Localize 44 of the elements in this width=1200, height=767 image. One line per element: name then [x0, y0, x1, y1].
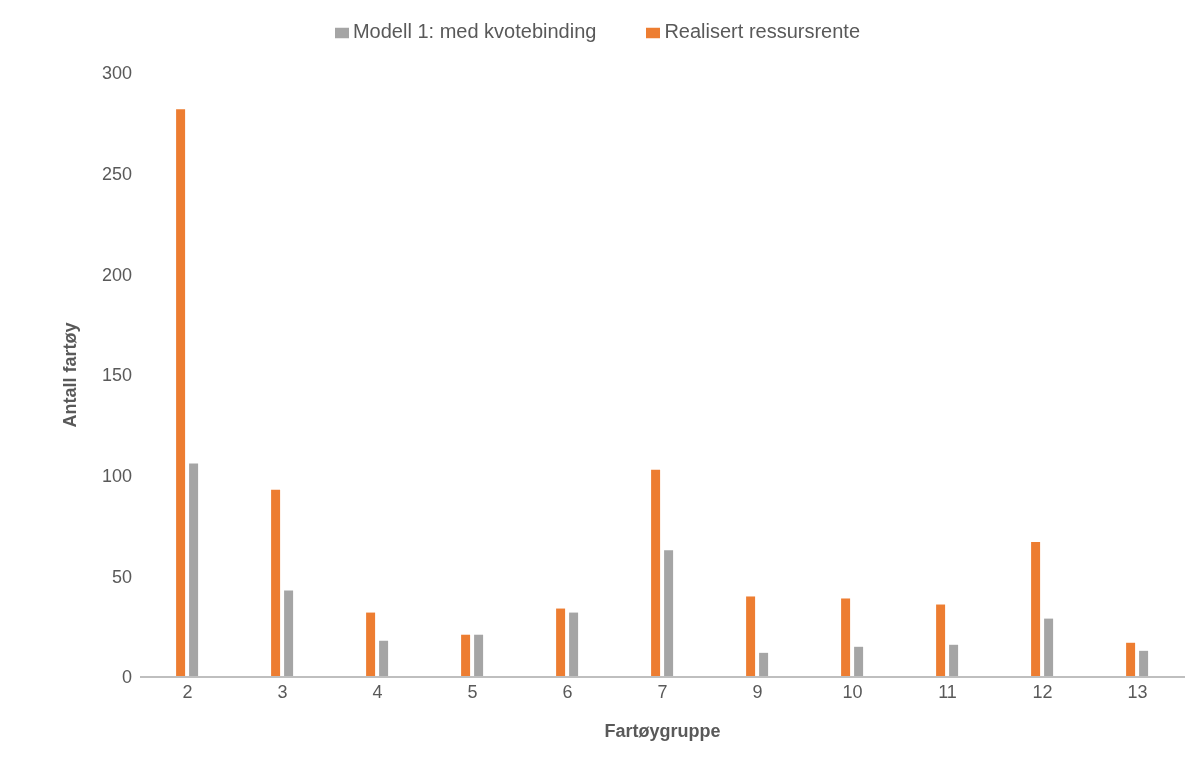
bar	[841, 598, 851, 677]
x-tick-label: 5	[467, 681, 478, 702]
bar	[569, 612, 579, 677]
x-tick-label: 12	[1032, 681, 1053, 702]
x-axis-title: Fartøygruppe	[604, 721, 721, 741]
x-tick-label: 6	[562, 681, 573, 702]
bar	[854, 646, 864, 677]
bar	[556, 608, 566, 677]
bar	[1044, 618, 1054, 677]
bar	[379, 640, 389, 677]
x-tick-label: 11	[938, 681, 957, 702]
y-axis-title: Antall fartøy	[60, 322, 81, 428]
bar	[759, 652, 769, 677]
x-tick-label: 9	[752, 681, 763, 702]
bar	[461, 634, 471, 677]
bar	[176, 109, 186, 677]
bar	[284, 590, 294, 677]
x-tick-label: 7	[657, 681, 668, 702]
bar	[1126, 642, 1136, 677]
bar	[936, 604, 946, 677]
x-tick-label: 10	[842, 681, 863, 702]
bar	[1139, 650, 1149, 677]
y-tick-label: 150	[101, 365, 132, 386]
bar	[366, 612, 376, 677]
bar	[746, 596, 756, 677]
bar	[949, 644, 959, 677]
y-tick-label: 50	[111, 566, 132, 587]
bar	[1031, 542, 1041, 677]
bar	[271, 489, 281, 677]
bar	[664, 550, 674, 677]
bar	[651, 469, 661, 677]
y-tick-label: 300	[101, 63, 132, 84]
y-tick-label: 0	[121, 667, 132, 688]
bar	[189, 463, 199, 677]
y-tick-label: 250	[101, 164, 132, 185]
x-tick-label: 13	[1127, 681, 1148, 702]
x-tick-label: 2	[182, 681, 193, 702]
x-tick-label: 4	[372, 681, 383, 702]
legend-label: Modell 1: med kvotebinding	[352, 20, 597, 42]
y-tick-label: 200	[101, 264, 132, 285]
bar	[474, 634, 484, 677]
y-tick-label: 100	[101, 466, 132, 487]
x-tick-label: 3	[277, 681, 288, 702]
legend-label: Realisert ressursrente	[664, 20, 861, 42]
